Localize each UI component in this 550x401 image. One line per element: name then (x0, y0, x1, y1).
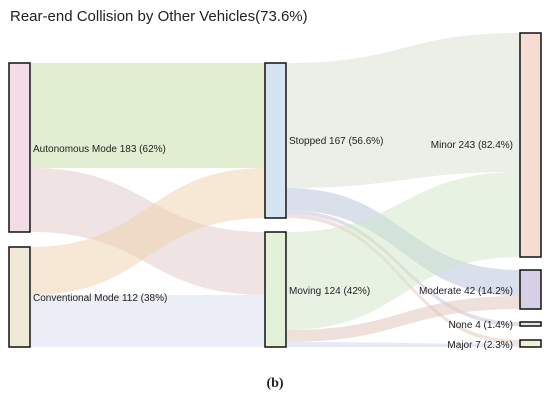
label-minor: Minor 243 (82.4%) (431, 140, 513, 151)
label-autonomous-mode: Autonomous Mode 183 (62%) (33, 144, 166, 155)
node-moving (264, 231, 287, 348)
node-moderate (519, 269, 542, 310)
figure-caption: (b) (266, 376, 284, 391)
label-stopped: Stopped 167 (56.6%) (289, 136, 384, 147)
label-moving: Moving 124 (42%) (289, 286, 370, 297)
node-major (519, 339, 542, 348)
label-major: Major 7 (2.3%) (447, 340, 513, 351)
link-moving-major (287, 342, 520, 347)
node-stopped (264, 62, 287, 219)
node-minor (519, 32, 542, 258)
node-none (519, 321, 542, 327)
link-auto-stopped (31, 63, 265, 168)
node-conventional-mode (8, 246, 31, 348)
node-autonomous-mode (8, 62, 31, 233)
link-conv-stopped (31, 168, 265, 295)
link-moving-moderate (287, 296, 520, 342)
sankey-diagram: Autonomous Mode 183 (62%) Conventional M… (8, 32, 542, 351)
link-moving-minor (287, 172, 520, 330)
nodes (8, 32, 542, 348)
label-none: None 4 (1.4%) (449, 320, 513, 331)
flow-links (31, 33, 520, 347)
link-conv-moving (31, 295, 265, 347)
label-moderate: Moderate 42 (14.2%) (419, 286, 513, 297)
link-stopped-minor (287, 33, 520, 188)
label-conventional-mode: Conventional Mode 112 (38%) (33, 293, 167, 304)
chart-title: Rear-end Collision by Other Vehicles(73.… (10, 8, 308, 25)
node-labels: Autonomous Mode 183 (62%) Conventional M… (33, 136, 513, 351)
